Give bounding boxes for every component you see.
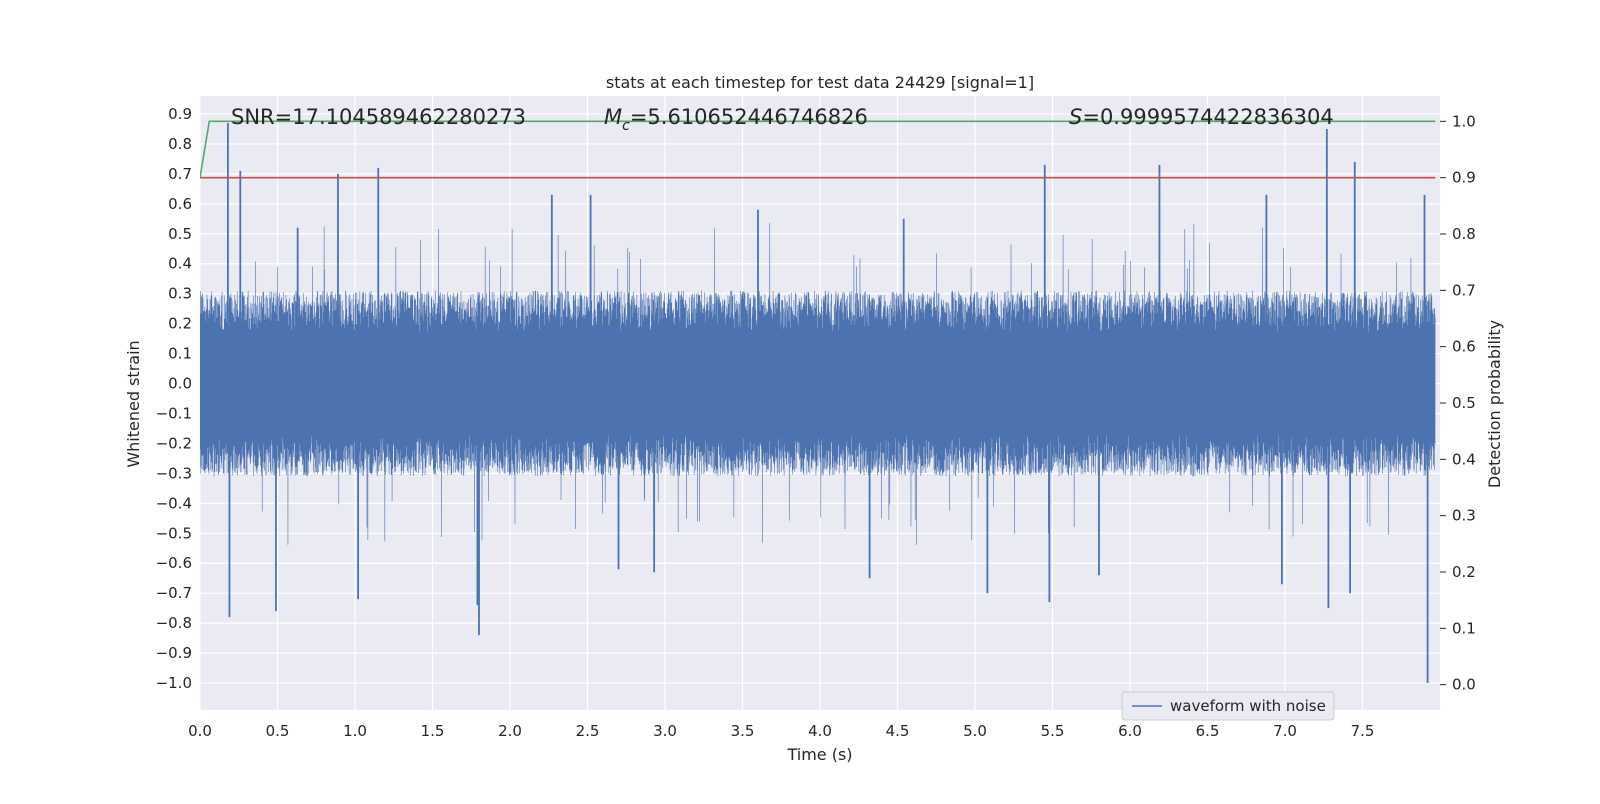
y-tick-label: −0.3 [156,464,192,482]
y2-tick-label: 0.6 [1452,338,1476,356]
y2-tick-labels: 1.0 0.9 0.8 0.7 0.6 0.5 0.4 0.3 0.2 0.1 0.0 [1440,112,1476,694]
chirp-mass-annotation: Mc=5.610652446746826 [604,105,868,134]
x-tick-label: 6.5 [1196,722,1220,740]
y-tick-labels: 0.9 0.8 0.7 0.6 0.5 0.4 0.3 0.2 0.1 0.0 −0.1 −0.2 −0… [156,105,192,692]
x-tick-label: 0.0 [188,722,212,740]
y2-tick-label: 0.0 [1452,676,1476,694]
x-tick-label: 4.5 [886,722,910,740]
y2-tick-label: 0.2 [1452,563,1476,581]
x-tick-label: 5.5 [1041,722,1065,740]
y2-tick-label: 0.1 [1452,619,1476,637]
x-tick-label: 3.0 [653,722,677,740]
x-tick-label: 2.5 [576,722,600,740]
y2-tick-label: 0.5 [1452,394,1476,412]
y2-tick-label: 0.4 [1452,450,1476,468]
x-tick-label: 0.5 [266,722,290,740]
x-tick-label: 5.0 [963,722,987,740]
waveform-series [200,222,1436,545]
y2-tick-label: 1.0 [1452,112,1476,130]
score-annotation: S=0.9999574422836304 [1069,105,1334,129]
x-tick-label: 2.0 [498,722,522,740]
legend-box [1121,691,1335,721]
y2-tick-label: 0.9 [1452,169,1476,187]
chart-title: stats at each timestep for test data 244… [606,73,1034,92]
x-tick-label: 7.0 [1273,722,1297,740]
y-tick-label: −0.8 [156,614,192,632]
x-axis-label: Time (s) [786,745,852,764]
snr-annotation: SNR=17.104589462280273 [231,105,526,129]
y-tick-label: 0.0 [168,375,192,393]
y-tick-label: 0.2 [168,315,192,333]
y-tick-label: −1.0 [156,674,192,692]
y2-tick-label: 0.3 [1452,507,1476,525]
y2-tick-label: 0.7 [1452,281,1476,299]
y-tick-label: 0.9 [168,105,192,123]
chirp-mass-subscript: c [622,118,630,134]
y-tick-label: 0.4 [168,255,192,273]
x-tick-label: 7.5 [1351,722,1375,740]
x-tick-label: 1.0 [343,722,367,740]
detection-probability-line [200,120,1436,178]
y-axis-label: Whitened strain [124,340,143,467]
y-tick-label: −0.7 [156,584,192,602]
y2-axis-label: Detection probability [1485,320,1504,488]
y2-tick-label: 0.8 [1452,225,1476,243]
y-tick-label: −0.5 [156,524,192,542]
x-tick-labels: 0.0 0.5 1.0 1.5 2.0 2.5 3.0 3.5 4.0 4.5 5.0 5.5 6.0 6… [188,722,1374,740]
y-tick-label: −0.1 [156,404,192,422]
y-tick-label: 0.5 [168,225,192,243]
x-tick-label: 1.5 [421,722,445,740]
y-tick-label: −0.4 [156,494,192,512]
x-tick-label: 3.5 [731,722,755,740]
waveform-spikes [227,122,1429,684]
score-symbol: S [1069,105,1082,129]
y-tick-label: 0.7 [168,165,192,183]
y-tick-label: −0.9 [156,644,192,662]
y-tick-label: 0.3 [168,285,192,303]
y-tick-label: 0.6 [168,195,192,213]
x-tick-label: 6.0 [1118,722,1142,740]
chirp-mass-value: =5.610652446746826 [630,105,868,129]
x-tick-label: 4.0 [808,722,832,740]
y-tick-label: −0.2 [156,434,192,452]
legend: waveform with noise [1121,691,1335,721]
y-tick-label: −0.6 [156,554,192,572]
y-tick-label: 0.8 [168,135,192,153]
score-value: =0.9999574422836304 [1082,105,1333,129]
y-tick-label: 0.1 [168,345,192,363]
legend-label: waveform with noise [1170,697,1326,715]
chirp-mass-symbol: M [604,105,622,129]
